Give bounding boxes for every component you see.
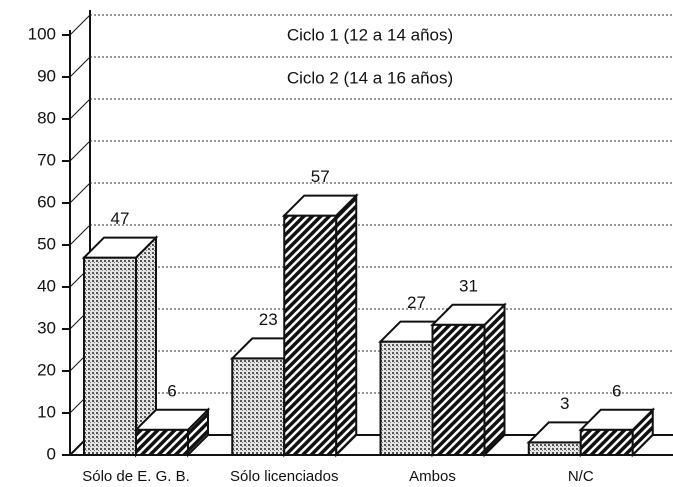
bar-front [283, 214, 338, 456]
grid-line-side [69, 224, 91, 246]
bar [81, 235, 159, 458]
grid-line-side [69, 14, 91, 36]
bar-front [579, 428, 634, 456]
legend-label: Ciclo 1 (12 a 14 años) [287, 25, 453, 44]
bar [281, 193, 359, 458]
y-tick-label: 20 [37, 360, 56, 379]
bar-side [335, 193, 358, 458]
y-tick-label: 0 [47, 444, 56, 463]
bar-top [430, 303, 507, 326]
value-label: 23 [259, 310, 278, 329]
y-tick-label: 60 [37, 192, 56, 211]
y-tick-label: 80 [37, 108, 56, 127]
bar [133, 407, 211, 458]
bar-front [379, 340, 434, 456]
value-label: 47 [111, 209, 130, 228]
y-tick-label: 40 [37, 276, 56, 295]
value-label: 6 [612, 381, 621, 400]
legend-label: Ciclo 2 (14 a 16 años) [287, 68, 453, 87]
bar [578, 407, 656, 458]
grid-line-side [69, 56, 91, 78]
y-tick-label: 30 [37, 318, 56, 337]
value-label: 6 [167, 381, 176, 400]
bar-top [578, 408, 656, 431]
bar-top [81, 236, 159, 259]
y-tick-label: 10 [37, 402, 56, 421]
value-label: 57 [311, 167, 330, 186]
y-tick-label: 100 [28, 24, 56, 43]
bar [430, 302, 507, 458]
bar-front [527, 441, 582, 456]
bar-top [133, 408, 211, 431]
bar-front [231, 357, 286, 456]
grid-line-side [69, 140, 91, 162]
y-tick-label: 90 [37, 66, 56, 85]
bar-top [281, 194, 359, 217]
value-label: 3 [560, 394, 569, 413]
grid-line-side [69, 98, 91, 120]
value-label: 31 [459, 276, 478, 295]
x-tick-label: N/C [568, 468, 594, 485]
bar-front [135, 428, 189, 456]
y-tick-label: 70 [37, 150, 56, 169]
bar-front [83, 256, 137, 456]
y-tick-label: 50 [37, 234, 56, 253]
bar-front [431, 323, 486, 456]
x-tick-label: Sólo licenciados [230, 468, 338, 485]
grid-line-side [69, 182, 91, 204]
bar-side [483, 302, 506, 458]
x-tick-label: Ambos [409, 468, 456, 485]
value-label: 27 [407, 293, 426, 312]
x-tick-label: Sólo de E. G. B. [82, 468, 190, 485]
